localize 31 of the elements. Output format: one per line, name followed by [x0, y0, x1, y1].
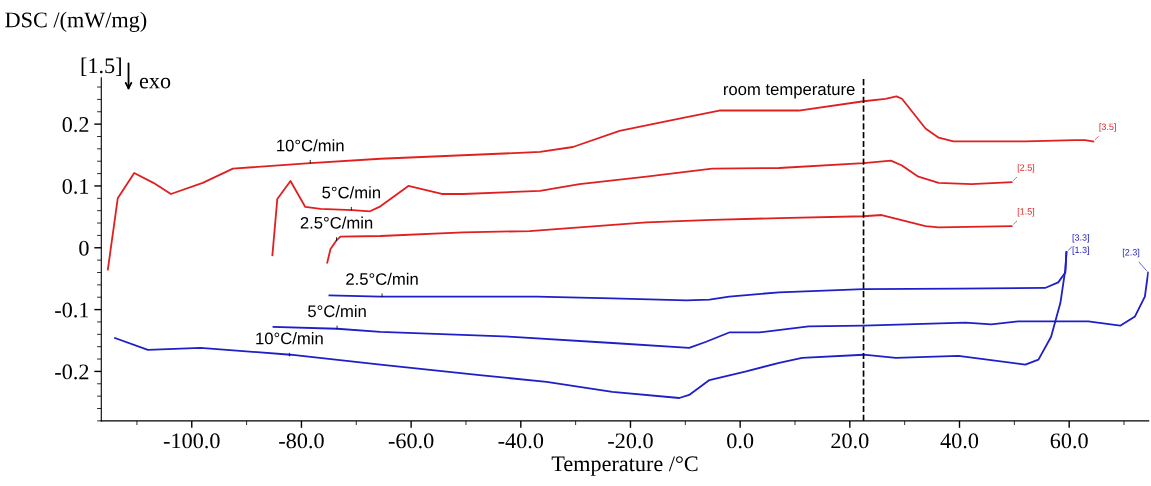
- annotation: 2.5°C/min: [300, 216, 373, 229]
- y-tick-label: -0.2: [55, 364, 89, 380]
- annotation: 10°C/min: [256, 332, 323, 345]
- series-label: [1.5]: [1017, 208, 1035, 217]
- series-label: [3.5]: [1099, 123, 1116, 132]
- x-tick-label: 0.0: [727, 433, 754, 449]
- x-tick-label: -80.0: [279, 433, 324, 449]
- y-tick-label: 0.1: [62, 178, 89, 194]
- annotation: 2.5°C/min: [346, 272, 418, 285]
- x-tick-label: -20.0: [608, 433, 653, 449]
- annotation: 5°C/min: [322, 186, 380, 199]
- x-tick-label: -60.0: [388, 433, 434, 449]
- series-label: [1.3]: [1072, 246, 1089, 255]
- x-axis-title: Temperature /°C: [551, 456, 698, 476]
- y-tick-label: 0: [79, 240, 89, 256]
- annotation: 10°C/min: [277, 139, 344, 152]
- series-label: [2.3]: [1122, 248, 1140, 258]
- x-tick-label: 60.0: [1050, 433, 1088, 449]
- text: [1.5]: [81, 57, 121, 76]
- x-tick-label: -40.0: [498, 433, 544, 449]
- x-tick-label: 40.0: [940, 433, 979, 449]
- y-tick-label: -0.1: [55, 302, 89, 318]
- series-label: [3.3]: [1072, 234, 1089, 243]
- annotation: exo: [139, 77, 171, 89]
- y-axis-title: DSC /(mW/mg): [5, 11, 147, 32]
- x-tick-label: -100.0: [163, 433, 220, 449]
- x-tick-label: 20.0: [831, 433, 869, 449]
- ref-line-label: room temperature: [723, 84, 855, 99]
- y-tick-label: 0.2: [62, 117, 89, 133]
- series-label: [2.5]: [1017, 164, 1035, 173]
- annotation: 5°C/min: [308, 304, 366, 318]
